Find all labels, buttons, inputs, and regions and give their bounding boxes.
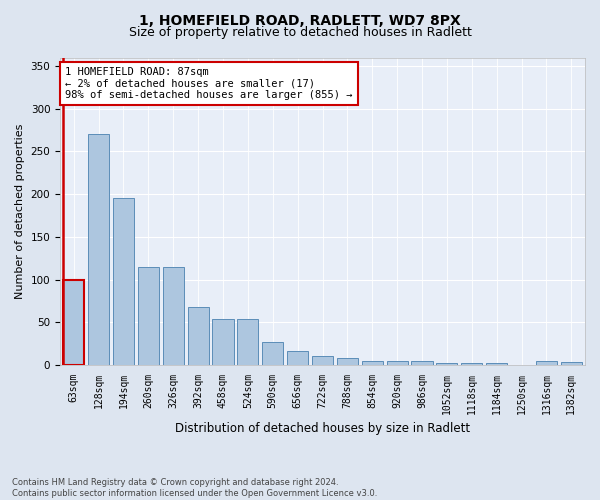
Bar: [436, 363, 457, 365]
Bar: [561, 362, 582, 365]
Bar: [212, 319, 233, 365]
Bar: [63, 280, 84, 365]
Text: Contains HM Land Registry data © Crown copyright and database right 2024.
Contai: Contains HM Land Registry data © Crown c…: [12, 478, 377, 498]
Text: Size of property relative to detached houses in Radlett: Size of property relative to detached ho…: [128, 26, 472, 39]
Y-axis label: Number of detached properties: Number of detached properties: [15, 124, 25, 299]
Bar: [262, 342, 283, 365]
Text: 1 HOMEFIELD ROAD: 87sqm
← 2% of detached houses are smaller (17)
98% of semi-det: 1 HOMEFIELD ROAD: 87sqm ← 2% of detached…: [65, 66, 353, 100]
Bar: [337, 358, 358, 365]
X-axis label: Distribution of detached houses by size in Radlett: Distribution of detached houses by size …: [175, 422, 470, 435]
Bar: [138, 266, 159, 365]
Bar: [386, 360, 408, 365]
Bar: [536, 362, 557, 365]
Bar: [188, 307, 209, 365]
Bar: [362, 360, 383, 365]
Bar: [163, 266, 184, 365]
Bar: [312, 356, 333, 365]
Bar: [412, 360, 433, 365]
Bar: [113, 198, 134, 365]
Bar: [486, 363, 507, 365]
Bar: [287, 351, 308, 365]
Bar: [237, 319, 259, 365]
Text: 1, HOMEFIELD ROAD, RADLETT, WD7 8PX: 1, HOMEFIELD ROAD, RADLETT, WD7 8PX: [139, 14, 461, 28]
Bar: [461, 363, 482, 365]
Bar: [88, 134, 109, 365]
